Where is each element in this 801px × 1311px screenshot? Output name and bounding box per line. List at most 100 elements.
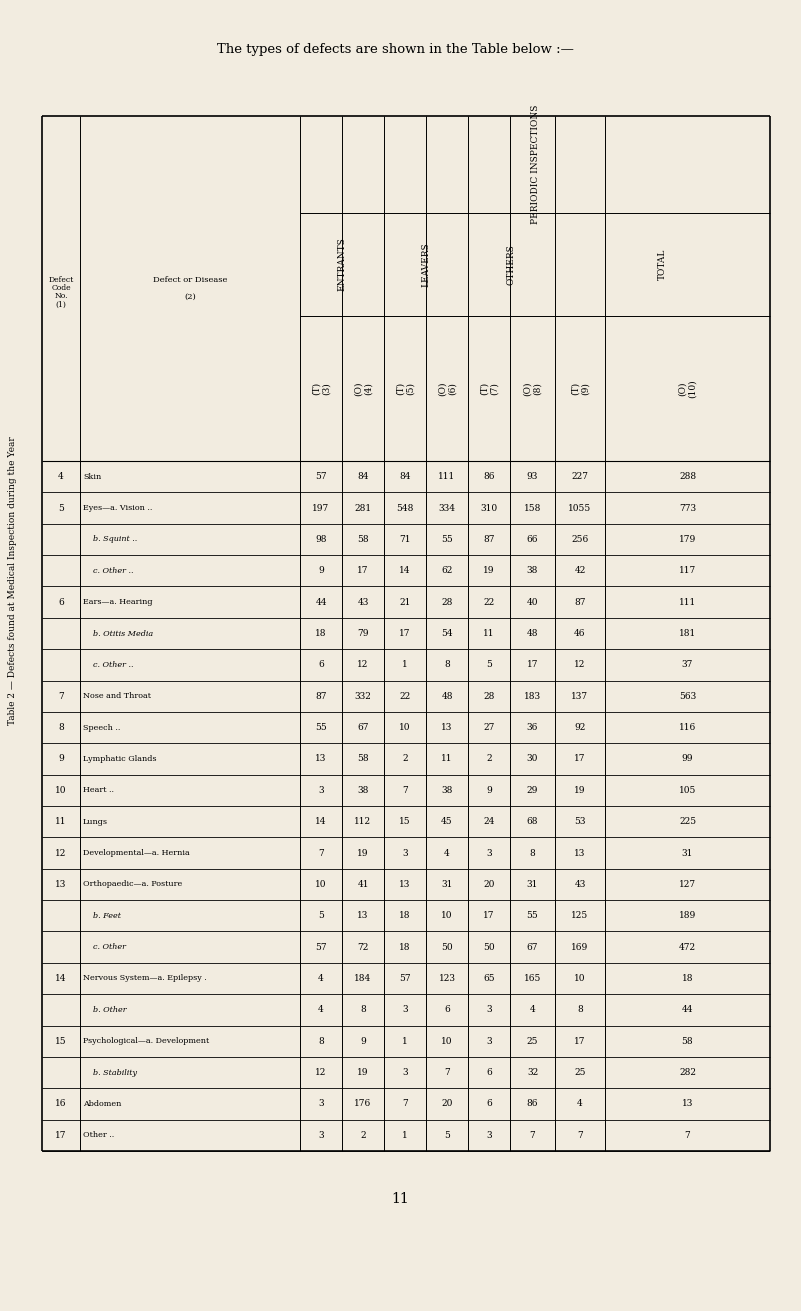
Text: 22: 22: [400, 692, 411, 700]
Text: 45: 45: [441, 817, 453, 826]
Text: 3: 3: [402, 1068, 408, 1078]
Text: (T)
(5): (T) (5): [396, 382, 415, 395]
Text: 57: 57: [315, 472, 327, 481]
Text: 5: 5: [318, 911, 324, 920]
Text: 18: 18: [399, 911, 411, 920]
Text: 111: 111: [679, 598, 696, 607]
Text: 12: 12: [55, 848, 66, 857]
Text: 137: 137: [571, 692, 589, 700]
Text: 111: 111: [438, 472, 456, 481]
Text: 54: 54: [441, 629, 453, 638]
Text: 21: 21: [400, 598, 411, 607]
Text: 18: 18: [399, 943, 411, 952]
Text: 22: 22: [483, 598, 495, 607]
Text: 2: 2: [402, 754, 408, 763]
Text: Other ..: Other ..: [83, 1131, 115, 1139]
Text: 6: 6: [318, 661, 324, 670]
Text: 6: 6: [58, 598, 64, 607]
Text: Nervous System—a. Epilepsy .: Nervous System—a. Epilepsy .: [83, 974, 207, 982]
Text: Table 2 — Defects found at Medical Inspection during the Year: Table 2 — Defects found at Medical Inspe…: [9, 437, 18, 725]
Text: 4: 4: [58, 472, 64, 481]
Text: 334: 334: [438, 503, 456, 513]
Text: b. Other: b. Other: [93, 1006, 127, 1013]
Text: 127: 127: [679, 880, 696, 889]
Text: 48: 48: [441, 692, 453, 700]
Text: (O)
(6): (O) (6): [437, 382, 457, 396]
Text: 43: 43: [357, 598, 368, 607]
Text: 28: 28: [441, 598, 453, 607]
Text: LEAVERS: LEAVERS: [421, 243, 430, 287]
Text: 4: 4: [529, 1006, 535, 1015]
Text: 67: 67: [357, 724, 368, 732]
Text: The types of defects are shown in the Table below :—: The types of defects are shown in the Ta…: [216, 42, 574, 55]
Text: 17: 17: [55, 1131, 66, 1139]
Text: 282: 282: [679, 1068, 696, 1078]
Text: 4: 4: [318, 1006, 324, 1015]
Text: 66: 66: [527, 535, 538, 544]
Text: 87: 87: [483, 535, 495, 544]
Text: 9: 9: [318, 566, 324, 576]
Text: (O)
(4): (O) (4): [353, 382, 372, 396]
Text: 42: 42: [574, 566, 586, 576]
Text: 38: 38: [527, 566, 538, 576]
Text: 58: 58: [357, 754, 368, 763]
Text: 13: 13: [441, 724, 453, 732]
Text: b. Otitis Media: b. Otitis Media: [93, 629, 153, 637]
Text: 31: 31: [441, 880, 453, 889]
Text: 37: 37: [682, 661, 693, 670]
Text: 183: 183: [524, 692, 541, 700]
Text: TOTAL: TOTAL: [658, 249, 667, 281]
Text: 32: 32: [527, 1068, 538, 1078]
Text: 7: 7: [318, 848, 324, 857]
Text: 4: 4: [444, 848, 450, 857]
Text: 13: 13: [574, 848, 586, 857]
Text: Heart ..: Heart ..: [83, 787, 114, 794]
Text: Speech ..: Speech ..: [83, 724, 120, 732]
Text: 8: 8: [444, 661, 450, 670]
Text: 4: 4: [318, 974, 324, 983]
Text: 5: 5: [486, 661, 492, 670]
Text: 19: 19: [483, 566, 495, 576]
Text: 10: 10: [574, 974, 586, 983]
Text: 3: 3: [318, 1131, 324, 1139]
Text: 38: 38: [441, 785, 453, 794]
Text: 12: 12: [316, 1068, 327, 1078]
Text: 58: 58: [357, 535, 368, 544]
Text: 189: 189: [679, 911, 696, 920]
Text: c. Other ..: c. Other ..: [93, 566, 134, 574]
Text: 68: 68: [527, 817, 538, 826]
Text: 158: 158: [524, 503, 541, 513]
Text: 15: 15: [399, 817, 411, 826]
Text: Ears—a. Hearing: Ears—a. Hearing: [83, 598, 152, 606]
Text: 11: 11: [483, 629, 495, 638]
Text: (2): (2): [184, 292, 196, 300]
Text: 6: 6: [444, 1006, 450, 1015]
Text: 9: 9: [58, 754, 64, 763]
Text: 181: 181: [679, 629, 696, 638]
Text: 7: 7: [58, 692, 64, 700]
Text: Eyes—a. Vision ..: Eyes—a. Vision ..: [83, 503, 152, 513]
Text: 9: 9: [360, 1037, 366, 1046]
Text: 15: 15: [55, 1037, 66, 1046]
Text: 1: 1: [402, 661, 408, 670]
Text: 1: 1: [402, 1037, 408, 1046]
Text: 105: 105: [678, 785, 696, 794]
Text: 86: 86: [527, 1100, 538, 1109]
Text: 12: 12: [357, 661, 368, 670]
Text: 7: 7: [529, 1131, 535, 1139]
Text: 6: 6: [486, 1068, 492, 1078]
Text: Psychological—a. Development: Psychological—a. Development: [83, 1037, 209, 1045]
Text: (1): (1): [55, 300, 66, 308]
Text: 55: 55: [441, 535, 453, 544]
Text: 256: 256: [571, 535, 589, 544]
Text: 17: 17: [574, 754, 586, 763]
Text: 25: 25: [574, 1068, 586, 1078]
Text: 227: 227: [571, 472, 589, 481]
Text: 38: 38: [357, 785, 368, 794]
Text: 8: 8: [318, 1037, 324, 1046]
Text: (T)
(9): (T) (9): [570, 382, 590, 395]
Text: 48: 48: [527, 629, 538, 638]
Text: 13: 13: [55, 880, 66, 889]
Text: c. Other ..: c. Other ..: [93, 661, 134, 669]
Text: 36: 36: [527, 724, 538, 732]
